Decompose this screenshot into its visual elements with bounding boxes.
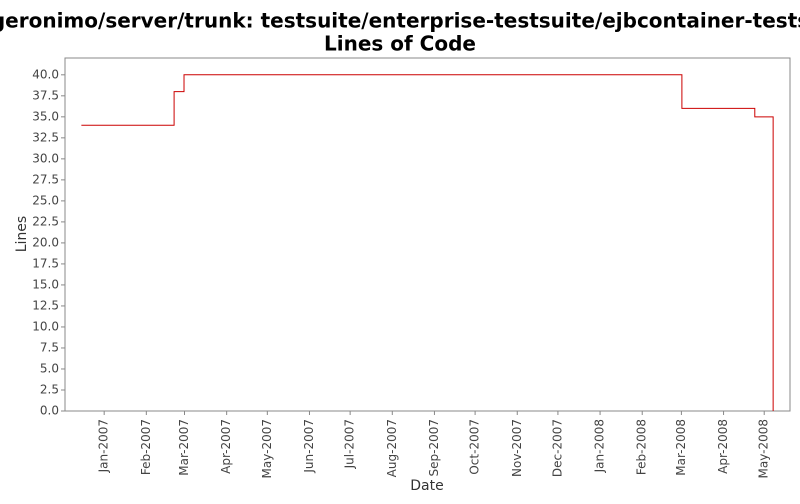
y-tick-label: 0.0 <box>40 404 59 418</box>
y-tick-label: 22.5 <box>32 214 59 228</box>
x-tick-label: Feb-2007 <box>139 419 153 475</box>
y-axis-label: Lines <box>14 216 30 252</box>
y-tick-label: 17.5 <box>32 256 59 270</box>
x-tick-label: Feb-2008 <box>635 419 649 475</box>
y-tick-label: 15.0 <box>32 277 59 291</box>
x-tick-label: Mar-2008 <box>674 419 688 476</box>
x-tick-label: Apr-2007 <box>219 419 233 474</box>
x-tick-label: Jun-2007 <box>302 419 316 474</box>
y-tick-label: 25.0 <box>32 193 59 207</box>
x-tick-label: Nov-2007 <box>510 419 524 477</box>
x-axis-label: Date <box>410 478 443 494</box>
y-tick-label: 40.0 <box>32 67 59 81</box>
x-tick-label: Aug-2007 <box>385 419 399 477</box>
y-tick-label: 5.0 <box>40 361 59 375</box>
y-tick-label: 30.0 <box>32 151 59 165</box>
y-tick-label: 7.5 <box>40 340 59 354</box>
y-tick-label: 35.0 <box>32 109 59 123</box>
y-tick-label: 12.5 <box>32 298 59 312</box>
y-tick-label: 10.0 <box>32 319 59 333</box>
x-tick-label: May-2007 <box>260 419 274 478</box>
x-tick-label: Jan-2007 <box>97 419 111 473</box>
y-tick-label: 27.5 <box>32 172 59 186</box>
line <box>81 74 774 411</box>
y-tick-label: 37.5 <box>32 88 59 102</box>
x-tick-label: Mar-2007 <box>177 419 191 476</box>
y-tick-label: 20.0 <box>32 235 59 249</box>
x-tick-label: Dec-2007 <box>550 419 564 477</box>
plot-area <box>64 57 791 412</box>
x-tick-label: Oct-2007 <box>468 419 482 475</box>
chart-title: /geronimo/server/trunk: testsuite/enterp… <box>0 9 800 33</box>
x-tick-label: Jan-2008 <box>593 419 607 473</box>
x-tick-label: May-2008 <box>757 419 771 478</box>
x-tick-label: Jul-2007 <box>343 419 357 469</box>
x-tick-label: Apr-2008 <box>716 419 730 474</box>
x-tick-label: Sep-2007 <box>427 419 441 477</box>
y-tick-label: 32.5 <box>32 130 59 144</box>
chart-title: Lines of Code <box>324 32 476 56</box>
y-tick-label: 2.5 <box>40 382 59 396</box>
